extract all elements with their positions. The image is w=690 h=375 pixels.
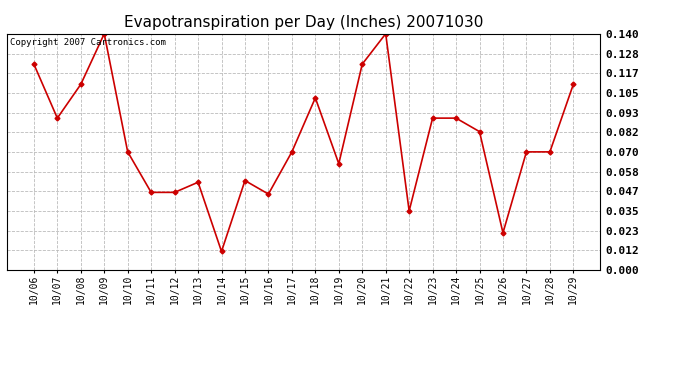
Text: Evapotranspiration per Day (Inches) 20071030: Evapotranspiration per Day (Inches) 2007… [124,15,483,30]
Text: Copyright 2007 Cartronics.com: Copyright 2007 Cartronics.com [10,39,166,48]
